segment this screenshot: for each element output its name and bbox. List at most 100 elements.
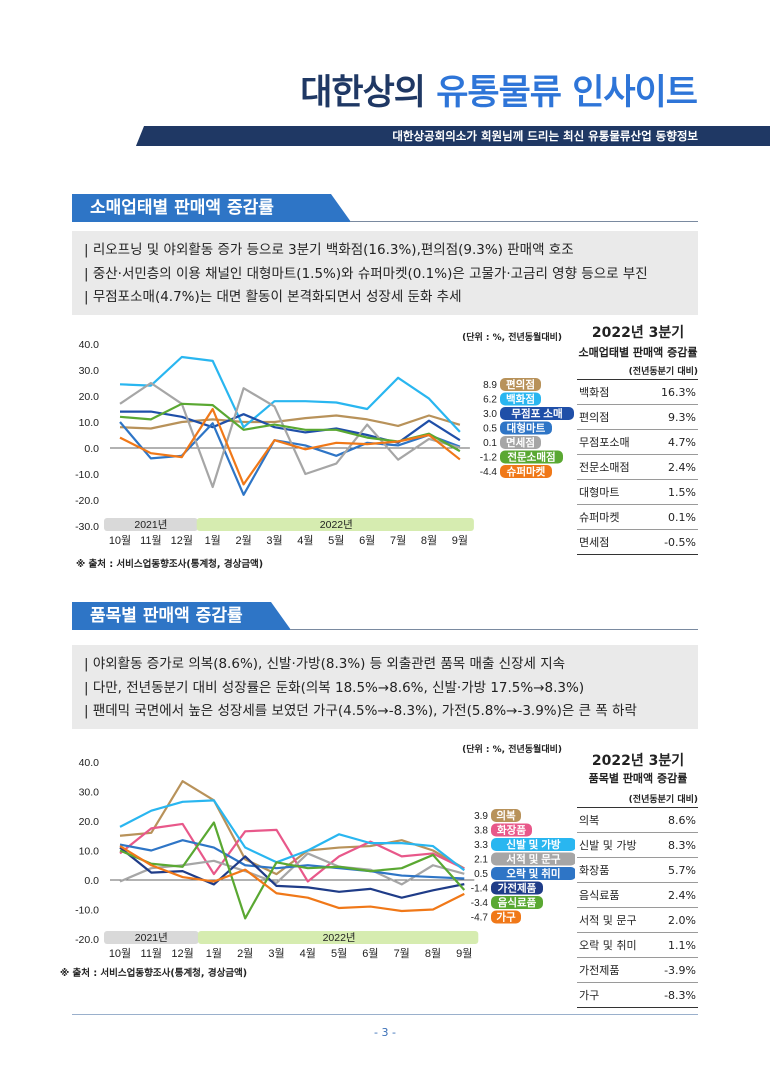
y-tick-label: 20.0 — [79, 391, 100, 403]
summary-line: | 리오프닝 및 야외활동 증가 등으로 3분기 백화점(16.3%),편의점(… — [84, 242, 574, 258]
summary-line: | 팬데믹 국면에서 높은 성장세를 보였던 가구(4.5%→-8.3%), 가… — [84, 703, 637, 719]
section1-tab-bg — [72, 194, 330, 222]
series-name: 대형마트 — [507, 422, 546, 435]
series-name-pill — [491, 852, 575, 866]
series-name-pill — [500, 436, 541, 449]
x-tick-label: 3월 — [268, 947, 284, 960]
row-label: 면세점 — [577, 529, 648, 555]
chart1-unit: (단위 : %, 전년동월대비) — [462, 333, 562, 343]
row-value: 8.3% — [653, 832, 698, 858]
table1: 백화점 16.3% 편의점 9.3% 무점포소매 4.7% 전문소매점 2.4% 대형마트 1.5… — [577, 379, 698, 555]
table-row: 가구 -8.3% — [577, 982, 698, 1008]
series-name-pill — [491, 838, 575, 851]
series-end-value: 3.0 — [483, 409, 497, 420]
series-name: 면세점 — [506, 436, 535, 449]
title-accent: 유통물류 인사이트 — [436, 73, 698, 113]
row-label: 가구 — [577, 982, 654, 1008]
series-name-pill — [491, 823, 532, 837]
footer-rule — [72, 1014, 698, 1015]
table2: 의복 8.6% 신발 및 가방 8.3% 화장품 5.7% 음식료품 2.4% 서적 및 문구 2… — [577, 807, 698, 1008]
series-name-pill — [500, 465, 552, 478]
row-value: 2.0% — [653, 907, 698, 933]
series-line — [119, 821, 466, 920]
row-value: 8.6% — [653, 807, 698, 833]
x-tick-label: 12월 — [171, 534, 193, 547]
series-name-pill — [500, 407, 574, 420]
series-line — [119, 421, 461, 496]
row-value: 0.1% — [647, 504, 698, 530]
series-name: 전문소매점 — [507, 451, 555, 464]
section2-summary: | 야외활동 증가로 의복(8.6%), 신발·가방(8.3%) 등 외출관련 … — [72, 645, 698, 729]
year-label: 2021년 — [134, 519, 167, 531]
series-name: 신발 및 가방 — [506, 838, 560, 851]
y-tick-label: 0.0 — [84, 875, 99, 887]
chart2: 40.0 30.0 20.0 10.0 0.0 -10.0 -20.0 2021년 2022년 1… — [75, 757, 575, 960]
series-end-value: 3.8 — [474, 826, 488, 837]
year-band-2022 — [197, 931, 479, 944]
x-tick-label: 11월 — [140, 534, 162, 547]
table-row: 화장품 5.7% — [577, 857, 698, 883]
series-name: 무점포 소매 — [511, 407, 562, 420]
x-tick-label: 8월 — [421, 534, 437, 547]
table-row: 슈퍼마켓 0.1% — [577, 504, 698, 530]
y-tick-label: 10.0 — [79, 417, 100, 429]
y-tick-label: 10.0 — [79, 846, 100, 858]
chart2-source: ※ 출처 : 서비스업동향조사(통계청, 경상금액) — [60, 968, 248, 979]
y-tick-label: -10.0 — [75, 469, 99, 481]
series-line — [119, 407, 461, 486]
x-tick-label: 1월 — [206, 947, 222, 960]
table2-unit: (전년동분기 대비) — [628, 795, 698, 805]
table-row: 의복 8.6% — [577, 807, 698, 833]
row-value: 2.4% — [653, 882, 698, 908]
table1-unit: (전년동분기 대비) — [628, 367, 698, 377]
series-end-value: 3.3 — [474, 840, 488, 851]
y-tick-label: 30.0 — [79, 365, 100, 377]
table2-subtitle: 품목별 판매액 증감률 — [588, 772, 688, 785]
x-tick-label: 6월 — [362, 947, 378, 960]
y-tick-label: -20.0 — [75, 934, 99, 946]
table-row: 편의점 9.3% — [577, 404, 698, 430]
y-tick-label: 0.0 — [84, 443, 99, 455]
row-label: 전문소매점 — [577, 454, 648, 480]
year-label: 2021년 — [135, 932, 168, 944]
row-label: 편의점 — [577, 404, 648, 430]
series-name: 오락 및 취미 — [506, 867, 560, 880]
row-value: 4.7% — [647, 429, 698, 455]
y-tick-label: 40.0 — [79, 757, 100, 769]
chart1: 40.0 30.0 20.0 10.0 0.0 -10.0 -20.0 -30.0 2021년 2… — [75, 339, 574, 547]
x-tick-label: 3월 — [266, 534, 282, 547]
section2-rule — [290, 629, 698, 630]
row-label: 화장품 — [577, 857, 654, 883]
series-name-pill — [491, 881, 543, 895]
series-name: 가구 — [496, 911, 516, 924]
banner-text: 대한상공회의소가 회원님께 드리는 최신 유통물류산업 동향정보 — [392, 129, 698, 143]
row-label: 대형마트 — [577, 479, 648, 505]
row-label: 음식료품 — [577, 882, 654, 908]
series-end-value: -1.4 — [471, 884, 489, 895]
x-tick-label: 9월 — [456, 947, 472, 960]
row-label: 신발 및 가방 — [577, 832, 654, 858]
x-tick-label: 2월 — [237, 947, 253, 960]
row-value: -0.5% — [647, 529, 698, 555]
series-line — [119, 839, 465, 880]
summary-line: | 중산·서민층의 이용 채널인 대형마트(1.5%)와 슈퍼마켓(0.1%)은… — [84, 265, 648, 282]
row-value: 1.1% — [653, 932, 698, 958]
row-label: 가전제품 — [577, 957, 654, 983]
series-name: 편의점 — [506, 378, 535, 391]
series-name-pill — [500, 421, 552, 435]
table1-title: 2022년 3분기 — [591, 325, 685, 341]
row-value: 9.3% — [647, 404, 698, 430]
series-name-pill — [491, 809, 521, 822]
series-name-pill — [491, 910, 521, 924]
series-line — [119, 381, 461, 489]
y-tick-label: 20.0 — [79, 816, 100, 828]
series-name-pill — [491, 867, 575, 880]
x-tick-label: 6월 — [359, 534, 375, 547]
y-tick-label: -30.0 — [75, 521, 99, 533]
title-main: 대한상의 — [300, 73, 437, 113]
table-row: 면세점 -0.5% — [577, 529, 698, 555]
series-end-value: 2.1 — [474, 855, 488, 866]
series-end-value: 0.5 — [483, 424, 497, 435]
x-tick-label: 4월 — [300, 947, 316, 960]
x-tick-label: 5월 — [328, 534, 344, 547]
